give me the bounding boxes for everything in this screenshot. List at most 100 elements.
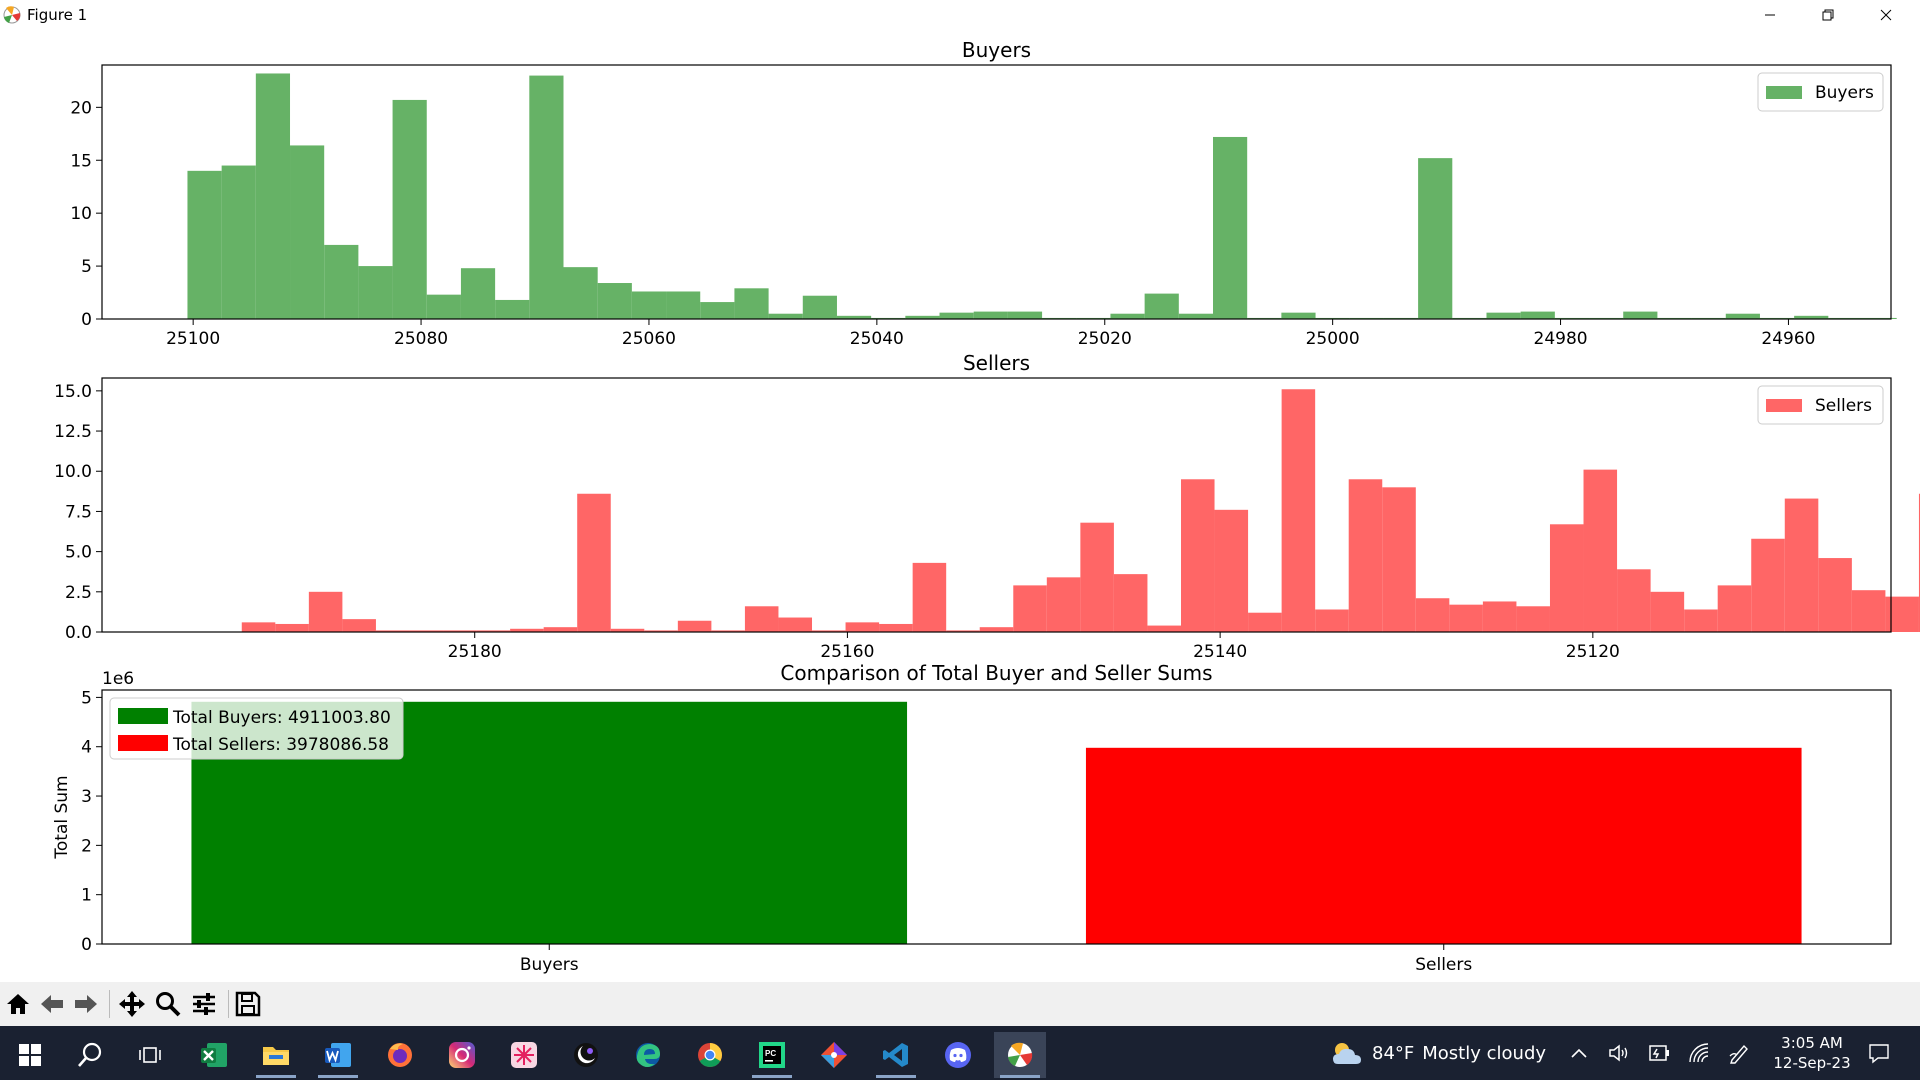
chrome-icon <box>698 1043 722 1068</box>
pan-button[interactable] <box>116 988 148 1020</box>
histogram-bar <box>711 630 745 632</box>
figure-canvas[interactable]: Buyers 0 5 10 15 20 25100 25080 25060 25040 25020 2… <box>0 30 1920 982</box>
histogram-bar <box>1784 498 1819 632</box>
legend-box <box>1757 72 1884 112</box>
pen-button[interactable] <box>1726 1040 1752 1066</box>
back-arrow-icon <box>41 995 63 1013</box>
histogram-bar <box>939 312 974 319</box>
taskbar-discord[interactable] <box>932 1032 984 1078</box>
show-hidden-icons-button[interactable] <box>1566 1040 1592 1066</box>
chart-title: Buyers <box>962 38 1031 62</box>
histogram-bar <box>973 311 1008 319</box>
histogram-bar <box>979 627 1014 632</box>
search-icon <box>78 1042 102 1067</box>
taskbar-instagram[interactable] <box>436 1032 488 1078</box>
legend-label: Buyers <box>1815 83 1874 103</box>
axes-frame <box>101 377 1892 633</box>
weather-description: Mostly cloudy <box>1422 1042 1547 1064</box>
task-view-button[interactable] <box>124 1032 176 1078</box>
notification-center-button[interactable] <box>1866 1040 1892 1066</box>
y-tick-label: 12.5 <box>54 422 92 442</box>
weather-temperature: 84°F <box>1372 1042 1415 1064</box>
x-tick-label: 25080 <box>394 329 448 349</box>
y-tick-label: 0 <box>81 310 92 330</box>
histogram-bar <box>1650 591 1685 632</box>
histogram-bar <box>1717 585 1752 632</box>
taskbar-chrome[interactable] <box>684 1032 736 1078</box>
running-indicator <box>1000 1075 1040 1078</box>
taskbar-word[interactable] <box>312 1032 364 1078</box>
histogram-bar <box>1113 574 1148 632</box>
minimize-button[interactable] <box>1742 0 1798 30</box>
taskbar-vscode[interactable] <box>870 1032 922 1078</box>
y-tick-label: 4 <box>81 738 92 758</box>
battery-button[interactable] <box>1646 1040 1672 1066</box>
pycharm-icon: PC <box>759 1042 785 1068</box>
taskbar-clock[interactable]: 3:05 AM 12-Sep-23 <box>1772 1033 1852 1073</box>
taskbar-matplotlib-figure[interactable] <box>994 1032 1046 1078</box>
sliders-icon <box>193 993 215 1015</box>
window-title: Figure 1 <box>27 6 88 24</box>
x-tick-label: 25020 <box>1078 329 1132 349</box>
histogram-bar <box>1415 598 1450 632</box>
taskbar-pycharm[interactable]: PC <box>746 1032 798 1078</box>
taskbar-moon-app[interactable] <box>560 1032 612 1078</box>
histogram-bar <box>1751 538 1785 632</box>
minimize-icon <box>1765 14 1775 16</box>
chevron-up-icon <box>1571 1048 1587 1058</box>
histogram-bar <box>460 268 496 319</box>
taskbar-petal-app[interactable] <box>498 1032 550 1078</box>
x-tick-label: 25060 <box>622 329 676 349</box>
matplotlib-app-icon <box>3 6 21 24</box>
x-tick-label: 24980 <box>1534 329 1588 349</box>
network-button[interactable] <box>1686 1040 1712 1066</box>
histogram-bar <box>1046 577 1081 632</box>
volume-button[interactable] <box>1606 1040 1632 1066</box>
configure-subplots-button[interactable] <box>188 988 220 1020</box>
x-tick-label: 25140 <box>1193 642 1247 662</box>
taskbar-git-app[interactable] <box>808 1032 860 1078</box>
legend-swatch <box>118 735 168 751</box>
toolbar-separator <box>109 990 110 1018</box>
forward-button[interactable] <box>70 988 102 1020</box>
histogram-bar <box>1110 313 1145 319</box>
running-indicator <box>876 1075 916 1078</box>
search-button[interactable] <box>64 1032 116 1078</box>
histogram-bar <box>631 291 667 319</box>
battery-icon <box>1649 1045 1669 1061</box>
save-button[interactable] <box>232 988 264 1020</box>
histogram-bar <box>1684 609 1718 632</box>
histogram-bar <box>563 267 598 319</box>
restore-button[interactable] <box>1800 0 1856 30</box>
close-button[interactable] <box>1858 0 1914 30</box>
edge-browser-icon <box>636 1043 660 1067</box>
legend-label: Total Buyers: 4911003.80 <box>172 708 391 728</box>
histogram-bar <box>1147 625 1181 632</box>
back-button[interactable] <box>36 988 68 1020</box>
wifi-icon <box>1689 1043 1709 1063</box>
legend-swatch <box>1766 86 1802 99</box>
close-icon <box>1880 9 1892 21</box>
y-tick-label: 5 <box>81 257 92 277</box>
histogram-bar <box>778 617 813 632</box>
histogram-bar <box>1486 312 1521 319</box>
histogram-bar <box>666 291 701 319</box>
taskbar-excel[interactable] <box>188 1032 240 1078</box>
zoom-button[interactable] <box>152 988 184 1020</box>
start-button[interactable] <box>4 1032 56 1078</box>
taskbar-firefox[interactable] <box>374 1032 426 1078</box>
x-tick-label: 25120 <box>1566 642 1620 662</box>
histogram-bar <box>1617 569 1651 632</box>
y-tick-label: 10 <box>70 204 92 224</box>
taskbar-edge[interactable] <box>622 1032 674 1078</box>
taskbar-file-explorer[interactable] <box>250 1032 302 1078</box>
histogram-bar <box>597 283 632 319</box>
home-button[interactable] <box>2 988 34 1020</box>
histogram-bar <box>308 591 343 632</box>
weather-widget[interactable]: 84°F Mostly cloudy <box>1330 1026 1546 1080</box>
histogram-bar <box>392 99 427 319</box>
histogram-bar <box>905 315 940 319</box>
histogram-bar <box>1315 609 1349 632</box>
x-tick-label: 25100 <box>166 329 220 349</box>
